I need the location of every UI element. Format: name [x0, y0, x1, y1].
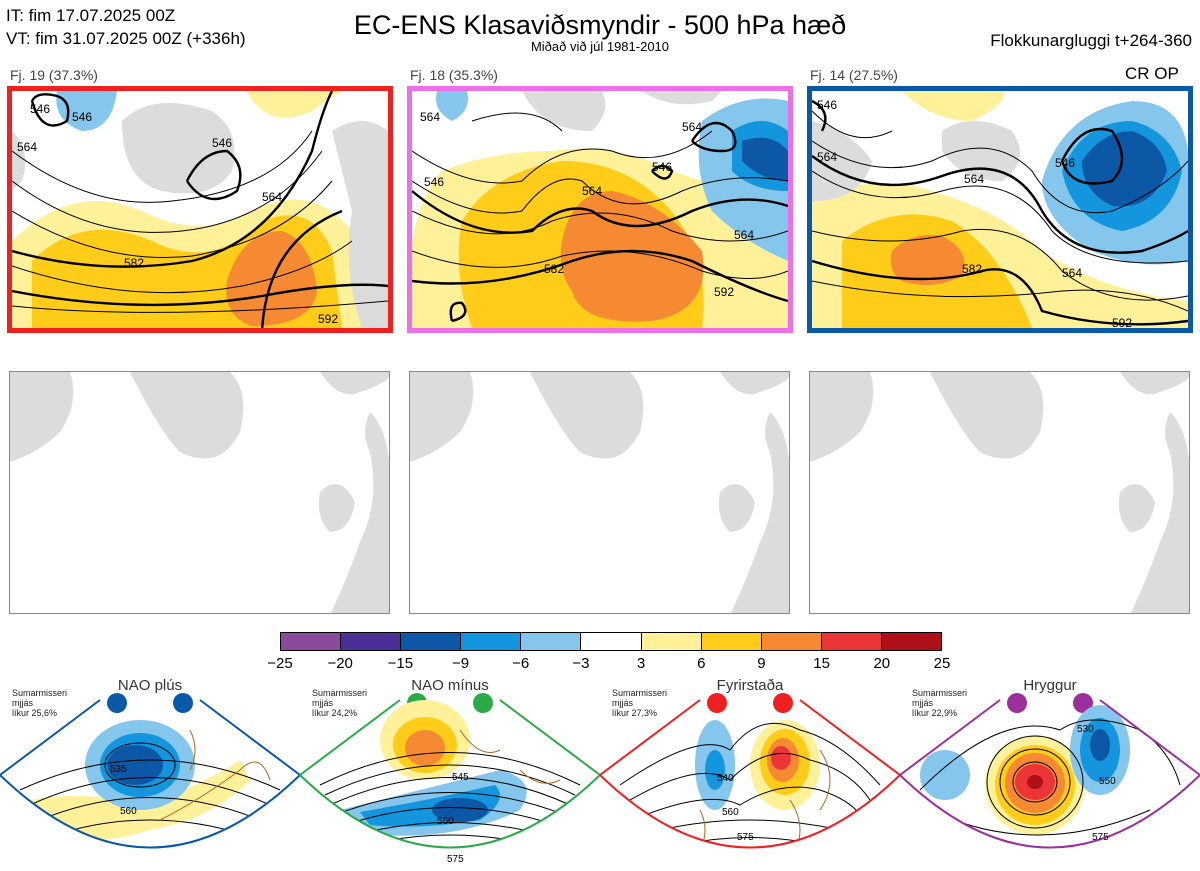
regime-map-nao-plus — [19, 720, 281, 840]
contour-label: 564 — [420, 110, 440, 124]
cluster-2-label: Fj. 18 (35.3%) — [410, 67, 498, 83]
init-time: IT: fim 17.07.2025 00Z — [6, 6, 176, 25]
cluster-3-label: Fj. 14 (27.5%) — [810, 67, 898, 83]
contour-label: 546 — [652, 160, 672, 174]
colorbar-swatch — [581, 633, 642, 650]
contour-label: 564 — [262, 190, 282, 204]
regime-name: Hryggur — [1023, 677, 1077, 694]
colorbar-tick: 3 — [636, 655, 646, 672]
regime-contour-label: 560 — [120, 806, 137, 817]
regime-map-nao-minus — [319, 700, 581, 848]
contour-label: 582 — [124, 256, 144, 270]
valid-time: VT: fim 31.07.2025 00Z (+336h) — [6, 29, 246, 48]
regime-dot — [173, 693, 193, 713]
regime-contour-label: 530 — [1077, 724, 1094, 735]
contour-label: 592 — [1112, 316, 1132, 328]
contour-label: 592 — [714, 285, 734, 299]
colorbar-swatch — [881, 633, 942, 650]
colorbar-tick: −20 — [327, 655, 353, 672]
regime-info: Sumarmisseri mjjás líkur 25,6% — [12, 688, 68, 718]
colorbar-swatch — [761, 633, 822, 650]
contour-label: 564 — [582, 184, 602, 198]
regime-dot — [1073, 693, 1093, 713]
regime-contour-label: 560 — [722, 807, 739, 818]
colorbar-swatch — [641, 633, 702, 650]
regime-map-hryggur — [919, 705, 1181, 848]
colorbar-swatch — [401, 633, 462, 650]
contour-label: 546 — [72, 110, 92, 124]
regime-info: Sumarmisseri mjjás líkur 24,2% — [312, 688, 368, 718]
regime-dot — [107, 693, 127, 713]
anomaly-map-2 — [409, 371, 790, 614]
contour-label: 582 — [544, 262, 564, 276]
contour-label: 546 — [30, 102, 50, 116]
regime-info: Sumarmisseri mjjás líkur 27,3% — [612, 688, 668, 718]
page-title: EC-ENS Klasaviðsmyndir - 500 hPa hæð — [353, 10, 847, 40]
regime-name: NAO mínus — [411, 677, 489, 694]
regime-contour-label: 575 — [1092, 832, 1109, 843]
contour-label: 546 — [1055, 156, 1075, 170]
colorbar-tick: 25 — [933, 655, 951, 672]
regime-contour-label: 540 — [717, 773, 734, 784]
colorbar-swatch — [821, 633, 882, 650]
contour-label: 546 — [212, 136, 232, 150]
regime-contour-label: 550 — [1099, 776, 1116, 787]
contour-label: 564 — [1062, 266, 1082, 280]
contour-label: 582 — [962, 262, 982, 276]
colorbar-tick: 20 — [873, 655, 891, 672]
colorbar-swatch — [461, 633, 522, 650]
colorbar-swatch — [281, 633, 342, 650]
colorbar-swatch — [701, 633, 762, 650]
contour-label: 564 — [682, 120, 702, 134]
colorbar-tick: −9 — [451, 655, 470, 672]
colorbar-tick: −6 — [512, 655, 530, 672]
regime-contour-label: 545 — [452, 772, 469, 783]
cluster-window: Flokkunargluggi t+264-360 — [990, 31, 1192, 50]
page-subtitle: Miðað við júl 1981-2010 — [530, 39, 670, 54]
regime-dot — [473, 693, 493, 713]
colorbar-tick: −15 — [387, 655, 414, 672]
contour-label: 564 — [964, 172, 984, 186]
colorbar — [280, 632, 942, 651]
regime-name: Fyrirstaða — [716, 677, 784, 694]
colorbar-tick: −3 — [572, 655, 590, 672]
colorbar-tick: 9 — [757, 655, 766, 672]
regime-contour-label: 575 — [447, 854, 464, 865]
cluster-map-1: 546 564 582 546 564 546 592 — [7, 86, 393, 333]
contour-label: 546 — [424, 175, 444, 189]
regime-maps: 535 560 545 560 575 — [0, 699, 1200, 865]
cluster-regime-tag: CR OP — [1125, 64, 1179, 83]
regime-dot — [707, 693, 727, 713]
cluster-map-3: 546 564 564 582 546 564 592 — [807, 86, 1193, 333]
colorbar-tick: −25 — [267, 655, 293, 672]
contour-label: 592 — [318, 312, 338, 326]
contour-label: 564 — [17, 140, 37, 154]
regime-contour-label: 535 — [110, 764, 127, 775]
contour-label: 564 — [817, 150, 837, 164]
anomaly-map-1 — [9, 371, 390, 614]
regime-map-fyrirstada — [619, 720, 881, 848]
colorbar-tick: 6 — [697, 655, 706, 672]
cluster-map-2: 564 546 564 546 564 582 592 564 — [407, 86, 793, 333]
colorbar-swatch — [341, 633, 402, 650]
regime-contour-label: 560 — [437, 816, 454, 827]
regime-dot — [773, 693, 793, 713]
regime-dot — [1007, 693, 1027, 713]
cluster-1-label: Fj. 19 (37.3%) — [10, 67, 98, 83]
regime-info: Sumarmisseri mjjás líkur 22,9% — [912, 688, 968, 718]
colorbar-swatch — [521, 633, 582, 650]
regime-name: NAO plús — [117, 677, 183, 694]
contour-label: 564 — [734, 228, 754, 242]
contour-label: 546 — [817, 98, 837, 112]
regime-contour-label: 575 — [737, 832, 754, 843]
colorbar-tick: 15 — [813, 655, 830, 672]
anomaly-map-3 — [809, 371, 1190, 614]
